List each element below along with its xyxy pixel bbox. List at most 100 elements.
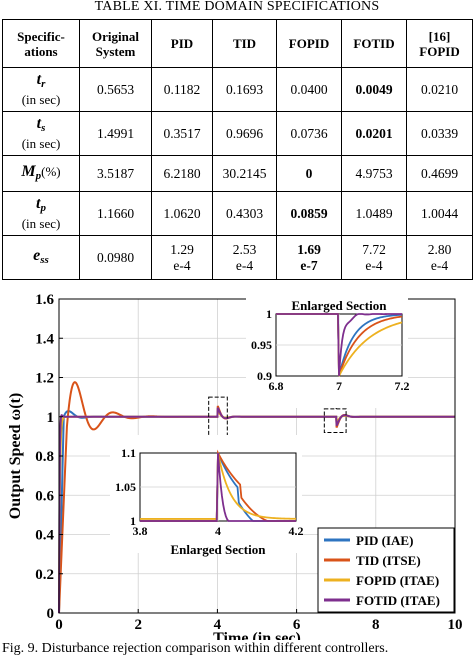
table-header-row: Specific-ations Original System PID TID F… [2,19,473,68]
table-cell: 0.5653 [79,67,152,112]
main-curves [58,381,455,614]
table-cell: 0.4699 [406,155,473,192]
y-tick-label: 0.4 [35,528,54,544]
param-unit: (in sec) [21,215,61,231]
table-cell: 0.1182 [151,67,213,112]
y-axis-label: Output Speed ω(t) [7,393,24,519]
table-row: tr (in sec) 0.5653 0.1182 0.1693 0.0400 0.0049… [2,67,473,112]
figure-caption: Fig. 9. Disturbance rejection comparison… [2,641,389,656]
table-cell: 1.29 e-4 [151,235,213,280]
table-cell: 4.9753 [341,155,407,192]
table-cell: 0.4303 [212,191,277,236]
series-line-3 [58,407,455,614]
param-unit: (in sec) [21,91,61,107]
inset-enlarged-4s: 3.8 4 4.2 1 1.05 1.1 Enlarged Section [110,435,304,557]
y-tick-label: 1.6 [35,292,54,308]
inset-y-tick-label: 1 [130,514,136,528]
y-tick-label: 0.8 [35,449,54,465]
table-cell: 0.0201 [341,111,407,156]
param-subscript: ss [40,253,49,266]
table-row: Mp(%) 3.5187 6.2180 30.2145 0 4.9753 0.4699 [2,155,473,192]
table-cell: 1.69 e-7 [276,235,342,280]
inset-y-tick-label: 0.9 [257,369,272,383]
table-cell: 0.0736 [276,111,342,156]
table-cell: 0.0980 [79,235,152,280]
legend: PID (IAE) TID (ITSE) FOPID (ITAE) FOTID (IT… [317,527,455,613]
y-tick-label: 0 [47,606,55,622]
table-cell: 0.9696 [212,111,277,156]
param-subscript: p [35,169,42,182]
inset-x-tick-label: 7 [336,379,342,393]
inset-y-tick-label: 0.95 [251,338,272,352]
param-symbol: t [36,114,42,132]
table-cell: 0.0210 [406,67,473,112]
inset-title: Enlarged Section [171,542,267,557]
table-cell: 0.1693 [212,67,277,112]
legend-label: FOPID (ITAE) [356,573,439,588]
inset-x-tick-label: 4 [215,524,221,538]
table-cell: 1.0620 [151,191,213,236]
disturbance-rejection-chart: 0 2 4 6 8 10 0 0.2 0.4 0.6 0.8 1 1.2 1.4 1.6 Time (in s… [7,292,463,640]
zoom-box-7s [323,408,347,433]
y-tick-label: 1.4 [35,331,54,347]
y-tick-label: 1.2 [35,371,54,387]
row-parameter: Mp(%) [2,155,80,192]
table-cell: 1.0489 [341,191,407,236]
inset-series-line-3 [276,313,403,377]
table-cell: 1.1660 [79,191,152,236]
table-cell: 0.3517 [151,111,213,156]
time-domain-spec-table: Specific-ations Original System PID TID F… [2,19,473,280]
table-cell: 2.80 e-4 [406,235,473,280]
x-tick-label: 2 [134,617,142,633]
inset-title: Enlarged Section [292,298,388,313]
header-fotid: FOTID [341,19,407,68]
inset-enlarged-7s: 6.8 7 7.2 0.9 0.95 1 Enlarged Section [246,296,410,408]
table-cell: 0 [276,155,342,192]
table-cell: 6.2180 [151,155,213,192]
x-tick-label: 4 [214,617,222,633]
y-tick-label: 0.6 [35,488,54,504]
table-cell: 2.53 e-4 [212,235,277,280]
row-parameter: tp (in sec) [2,191,80,236]
header-tid: TID [212,19,277,68]
inset-y-tick-label: 1.05 [115,480,136,494]
x-tick-label: 10 [448,617,463,633]
x-tick-label: 6 [293,617,301,633]
table-cell: 1.0044 [406,191,473,236]
param-unit: (%) [41,163,61,179]
inset-x-tick-label: 6.8 [269,379,284,393]
x-tick-label: 0 [55,617,63,633]
header-ref-fopid: [16] FOPID [406,19,473,68]
inset-y-tick-label: 1 [266,307,272,321]
table-cell: 30.2145 [212,155,277,192]
table-row: ess 0.0980 1.29 e-4 2.53 e-4 1.69 e-7 7.72 e-… [2,235,473,280]
param-symbol: M [21,162,36,180]
table-caption: TABLE XI. TIME DOMAIN SPECIFICATIONS [94,0,380,14]
param-subscript: r [41,77,46,90]
y-tick-label: 1 [47,410,55,426]
inset-x-tick-label: 3.8 [133,524,148,538]
param-symbol: t [36,194,41,212]
row-parameter: ess [2,235,80,280]
legend-label: PID (IAE) [356,533,413,548]
legend-label: TID (ITSE) [356,553,421,568]
table-cell: 0.0859 [276,191,342,236]
legend-box [317,527,455,613]
table-cell: 0.0339 [406,111,473,156]
header-original-system: Original System [79,19,152,68]
table-cell: 1.4991 [79,111,152,156]
header-specifications: Specific-ations [2,19,80,68]
table-cell: 7.72 e-4 [341,235,407,280]
param-unit: (in sec) [21,135,61,151]
inset-y-tick-label: 1.1 [121,446,136,460]
param-subscript: s [41,121,46,134]
x-axis-label: Time (in sec) [213,630,301,640]
table-cell: 3.5187 [79,155,152,192]
table-row: ts (in sec) 1.4991 0.3517 0.9696 0.0736 0.0201… [2,111,473,156]
table-row: tp (in sec) 1.1660 1.0620 0.4303 0.0859 1.0489… [2,191,473,236]
table-cell: 0.0400 [276,67,342,112]
param-symbol: t [36,70,42,88]
header-fopid: FOPID [276,19,342,68]
inset-x-tick-label: 7.2 [395,379,410,393]
header-pid: PID [151,19,213,68]
